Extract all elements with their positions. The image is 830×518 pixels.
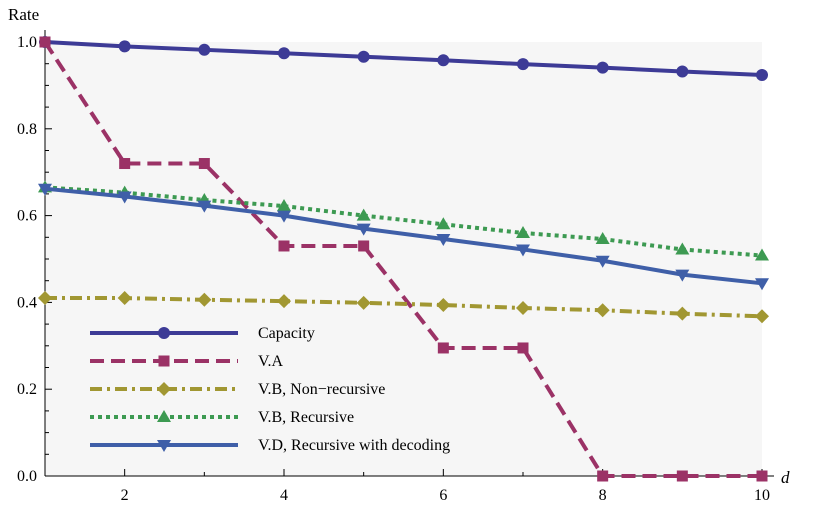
data-point: [437, 54, 450, 67]
data-point: [117, 291, 132, 306]
legend-label: V.B, Non−recursive: [258, 381, 385, 398]
data-point: [516, 244, 530, 257]
data-point: [197, 292, 212, 307]
legend-label: V.B, Recursive: [258, 409, 354, 426]
x-tick-label: 6: [439, 487, 447, 504]
data-point: [277, 199, 291, 212]
data-point: [356, 208, 371, 221]
y-axis-title: Rate: [8, 5, 39, 24]
data-point: [676, 65, 689, 78]
legend-entry: V.B, Recursive: [90, 409, 354, 426]
series-line: [44, 40, 763, 77]
x-tick-label: 8: [599, 487, 607, 504]
series-line: [43, 40, 762, 478]
data-point: [675, 269, 690, 282]
data-point: [358, 240, 370, 252]
series-4: [38, 183, 769, 291]
data-point: [517, 342, 529, 354]
data-point: [595, 255, 610, 268]
series-2: [38, 291, 769, 324]
legend-marker: [157, 382, 171, 396]
data-point: [595, 303, 610, 318]
plot-background: [45, 42, 762, 476]
data-point: [356, 223, 371, 236]
legend-label: V.D, Recursive with decoding: [258, 437, 450, 454]
data-point: [197, 200, 212, 213]
legend-entry: Capacity: [90, 325, 315, 342]
data-point: [756, 470, 768, 482]
legend-entry: V.A: [90, 353, 283, 370]
data-point: [516, 301, 530, 316]
legend-marker: [157, 440, 171, 452]
x-tick-label: 4: [280, 487, 288, 504]
legend-marker: [158, 355, 170, 367]
data-point: [277, 210, 291, 223]
data-point: [755, 278, 769, 291]
data-point: [356, 295, 371, 310]
data-point: [117, 191, 132, 204]
data-point: [595, 232, 610, 245]
data-point: [436, 298, 451, 313]
y-tick-label: 0.2: [17, 381, 37, 398]
data-point: [118, 40, 131, 53]
legend: Capacity V.A V.B, Non−recursive V.B, Recurs…: [90, 325, 450, 454]
data-point: [517, 58, 529, 71]
data-point: [596, 61, 609, 74]
series-0: [39, 36, 768, 81]
x-tick-label: 2: [121, 487, 129, 504]
data-point: [278, 240, 290, 252]
data-point: [38, 183, 52, 196]
data-point: [38, 291, 52, 306]
y-tick-label: 0.8: [17, 121, 37, 138]
data-point: [436, 217, 451, 230]
legend-marker: [158, 327, 170, 339]
series-line: [45, 296, 763, 319]
series-1: [39, 36, 768, 482]
data-point: [597, 470, 609, 482]
y-tick-label: 1.0: [17, 34, 37, 51]
data-point: [277, 294, 291, 309]
series-line: [44, 186, 763, 286]
data-point: [676, 470, 688, 482]
legend-label: Capacity: [258, 325, 315, 342]
data-point: [675, 242, 690, 255]
data-point: [755, 248, 769, 261]
y-tick-label: 0.0: [17, 468, 37, 485]
legend-label: V.A: [258, 353, 283, 370]
data-point: [756, 68, 768, 81]
data-point: [198, 43, 211, 56]
legend-marker: [157, 410, 171, 422]
data-point: [675, 306, 690, 321]
series-line: [44, 185, 763, 258]
data-point: [39, 36, 51, 48]
data-point: [755, 309, 769, 324]
legend-entry: V.B, Non−recursive: [90, 381, 385, 398]
data-point: [357, 50, 370, 63]
data-point: [437, 342, 449, 354]
x-tick-label: 10: [754, 487, 770, 504]
legend-entry: V.D, Recursive with decoding: [90, 437, 450, 454]
data-point: [436, 234, 451, 247]
data-point: [278, 47, 290, 60]
data-point: [198, 158, 210, 170]
data-point: [119, 158, 131, 170]
x-axis-title: d: [781, 468, 790, 487]
y-tick-label: 0.6: [17, 208, 37, 225]
data-point: [516, 225, 530, 238]
y-tick-label: 0.4: [17, 294, 37, 311]
